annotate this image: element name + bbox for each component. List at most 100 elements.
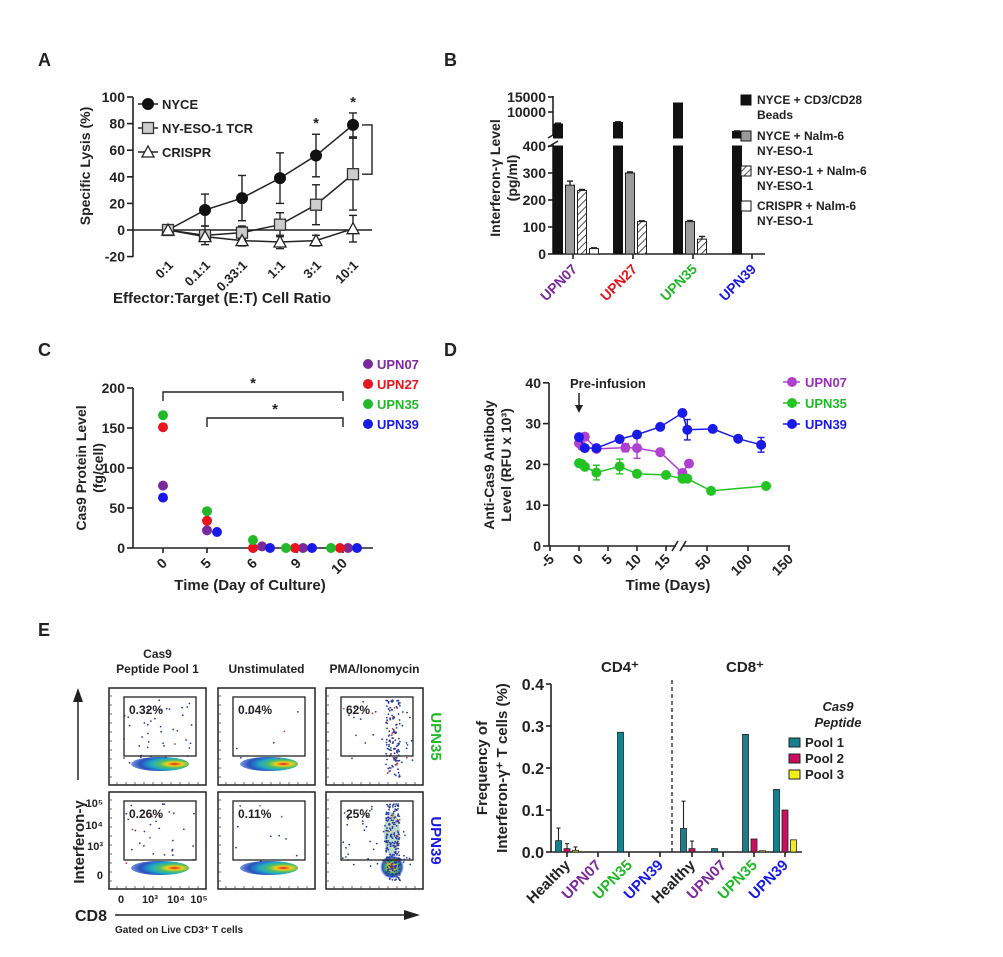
event-dot [389, 767, 392, 769]
legend-swatch [740, 130, 752, 142]
event-dot [397, 851, 400, 853]
event-dot [395, 809, 398, 811]
data-point [234, 233, 250, 247]
event-dot [392, 741, 394, 743]
x-tick-label: 10 [622, 551, 644, 573]
event-dot [395, 836, 397, 839]
event-dot [391, 837, 394, 840]
y-tick-label: 0 [97, 870, 103, 882]
data-point [290, 543, 300, 553]
legend-marker [363, 419, 373, 429]
event-dot [280, 815, 283, 818]
event-dot [127, 716, 130, 719]
event-dot [395, 803, 397, 805]
event-dot [128, 761, 131, 764]
event-dot [396, 844, 399, 847]
gate-percentage: 25% [346, 807, 370, 821]
event-dot [394, 857, 397, 860]
event-dot [172, 812, 175, 815]
event-dot [388, 864, 391, 867]
y-axis-label: Interferon-γ⁺ T cells (%) [494, 683, 511, 853]
y-tick-label: 10000 [507, 104, 546, 120]
event-dot [392, 765, 394, 768]
legend-swatch [740, 200, 752, 212]
y-tick-label: 100 [102, 460, 126, 476]
event-dot [397, 813, 400, 816]
data-point [632, 468, 642, 479]
event-dot [385, 813, 388, 816]
event-dot [131, 828, 134, 831]
event-dot [397, 803, 399, 806]
event-dot [392, 823, 395, 826]
event-dot [391, 714, 393, 717]
event-dot [375, 842, 378, 845]
event-dot [394, 845, 397, 848]
event-dot [389, 853, 392, 856]
bar [613, 122, 623, 139]
event-dot [359, 718, 362, 720]
event-dot [347, 853, 350, 856]
data-point [202, 506, 212, 517]
event-dot [372, 733, 375, 736]
event-dot [393, 758, 396, 760]
event-dot [158, 699, 161, 702]
event-dot [158, 814, 161, 817]
event-dot [235, 747, 238, 750]
event-dot [399, 702, 401, 704]
event-dot [398, 833, 400, 836]
y-tick-label: 150 [102, 420, 126, 436]
event-dot [387, 870, 389, 873]
event-dot [390, 734, 393, 737]
axis-break [679, 540, 687, 552]
event-dot [390, 752, 392, 755]
event-dot [382, 830, 385, 833]
y-tick-label: 40 [109, 169, 125, 185]
bar [732, 145, 742, 255]
bar [553, 123, 563, 139]
event-dot [134, 829, 137, 832]
legend-label: NYCE + Nalm-6 [757, 129, 844, 143]
y-tick-label: 0 [538, 246, 546, 262]
legend-label: NY-ESO-1 TCR [162, 121, 254, 136]
significance-asterisk: * [313, 115, 319, 132]
y-axis-label: Level (RFU x 10³) [498, 408, 514, 522]
data-point [308, 233, 324, 247]
data-point [160, 222, 176, 236]
legend-marker [787, 377, 797, 387]
y-tick-label: 0.2 [522, 761, 544, 778]
series-line [167, 173, 354, 237]
x-tick-label: UPN07 [537, 261, 580, 304]
event-dot [398, 719, 401, 721]
flow-plot [217, 687, 316, 786]
event-dot [182, 828, 185, 831]
significance-bracket [362, 124, 373, 175]
legend-label: UPN35 [805, 396, 847, 411]
event-dot [153, 717, 156, 720]
data-point [309, 198, 323, 211]
density-cloud [131, 757, 189, 771]
event-dot [388, 745, 390, 748]
bar [773, 789, 780, 853]
event-dot [386, 827, 388, 829]
event-dot [389, 806, 391, 808]
bar [711, 848, 718, 853]
x-tick-label: 10³ [142, 894, 158, 906]
plot-frame [325, 687, 424, 786]
event-dot [396, 818, 399, 821]
event-dot [388, 708, 390, 710]
event-dot [395, 878, 397, 881]
event-dot [394, 851, 397, 853]
gate [340, 800, 414, 861]
event-dot [389, 770, 392, 772]
y-tick-label: 100 [523, 219, 547, 235]
event-dot [388, 878, 391, 880]
data-point [574, 432, 584, 443]
x-tick-label: 10⁴ [167, 894, 185, 906]
y-tick-label: 0 [117, 540, 125, 556]
annotation-label: Pre-infusion [570, 376, 646, 391]
y-axis-label: (pg/ml) [504, 155, 520, 202]
event-dot [386, 758, 388, 761]
event-dot [385, 743, 388, 746]
x-tick-label: 0 [569, 551, 586, 568]
event-dot [176, 729, 179, 732]
